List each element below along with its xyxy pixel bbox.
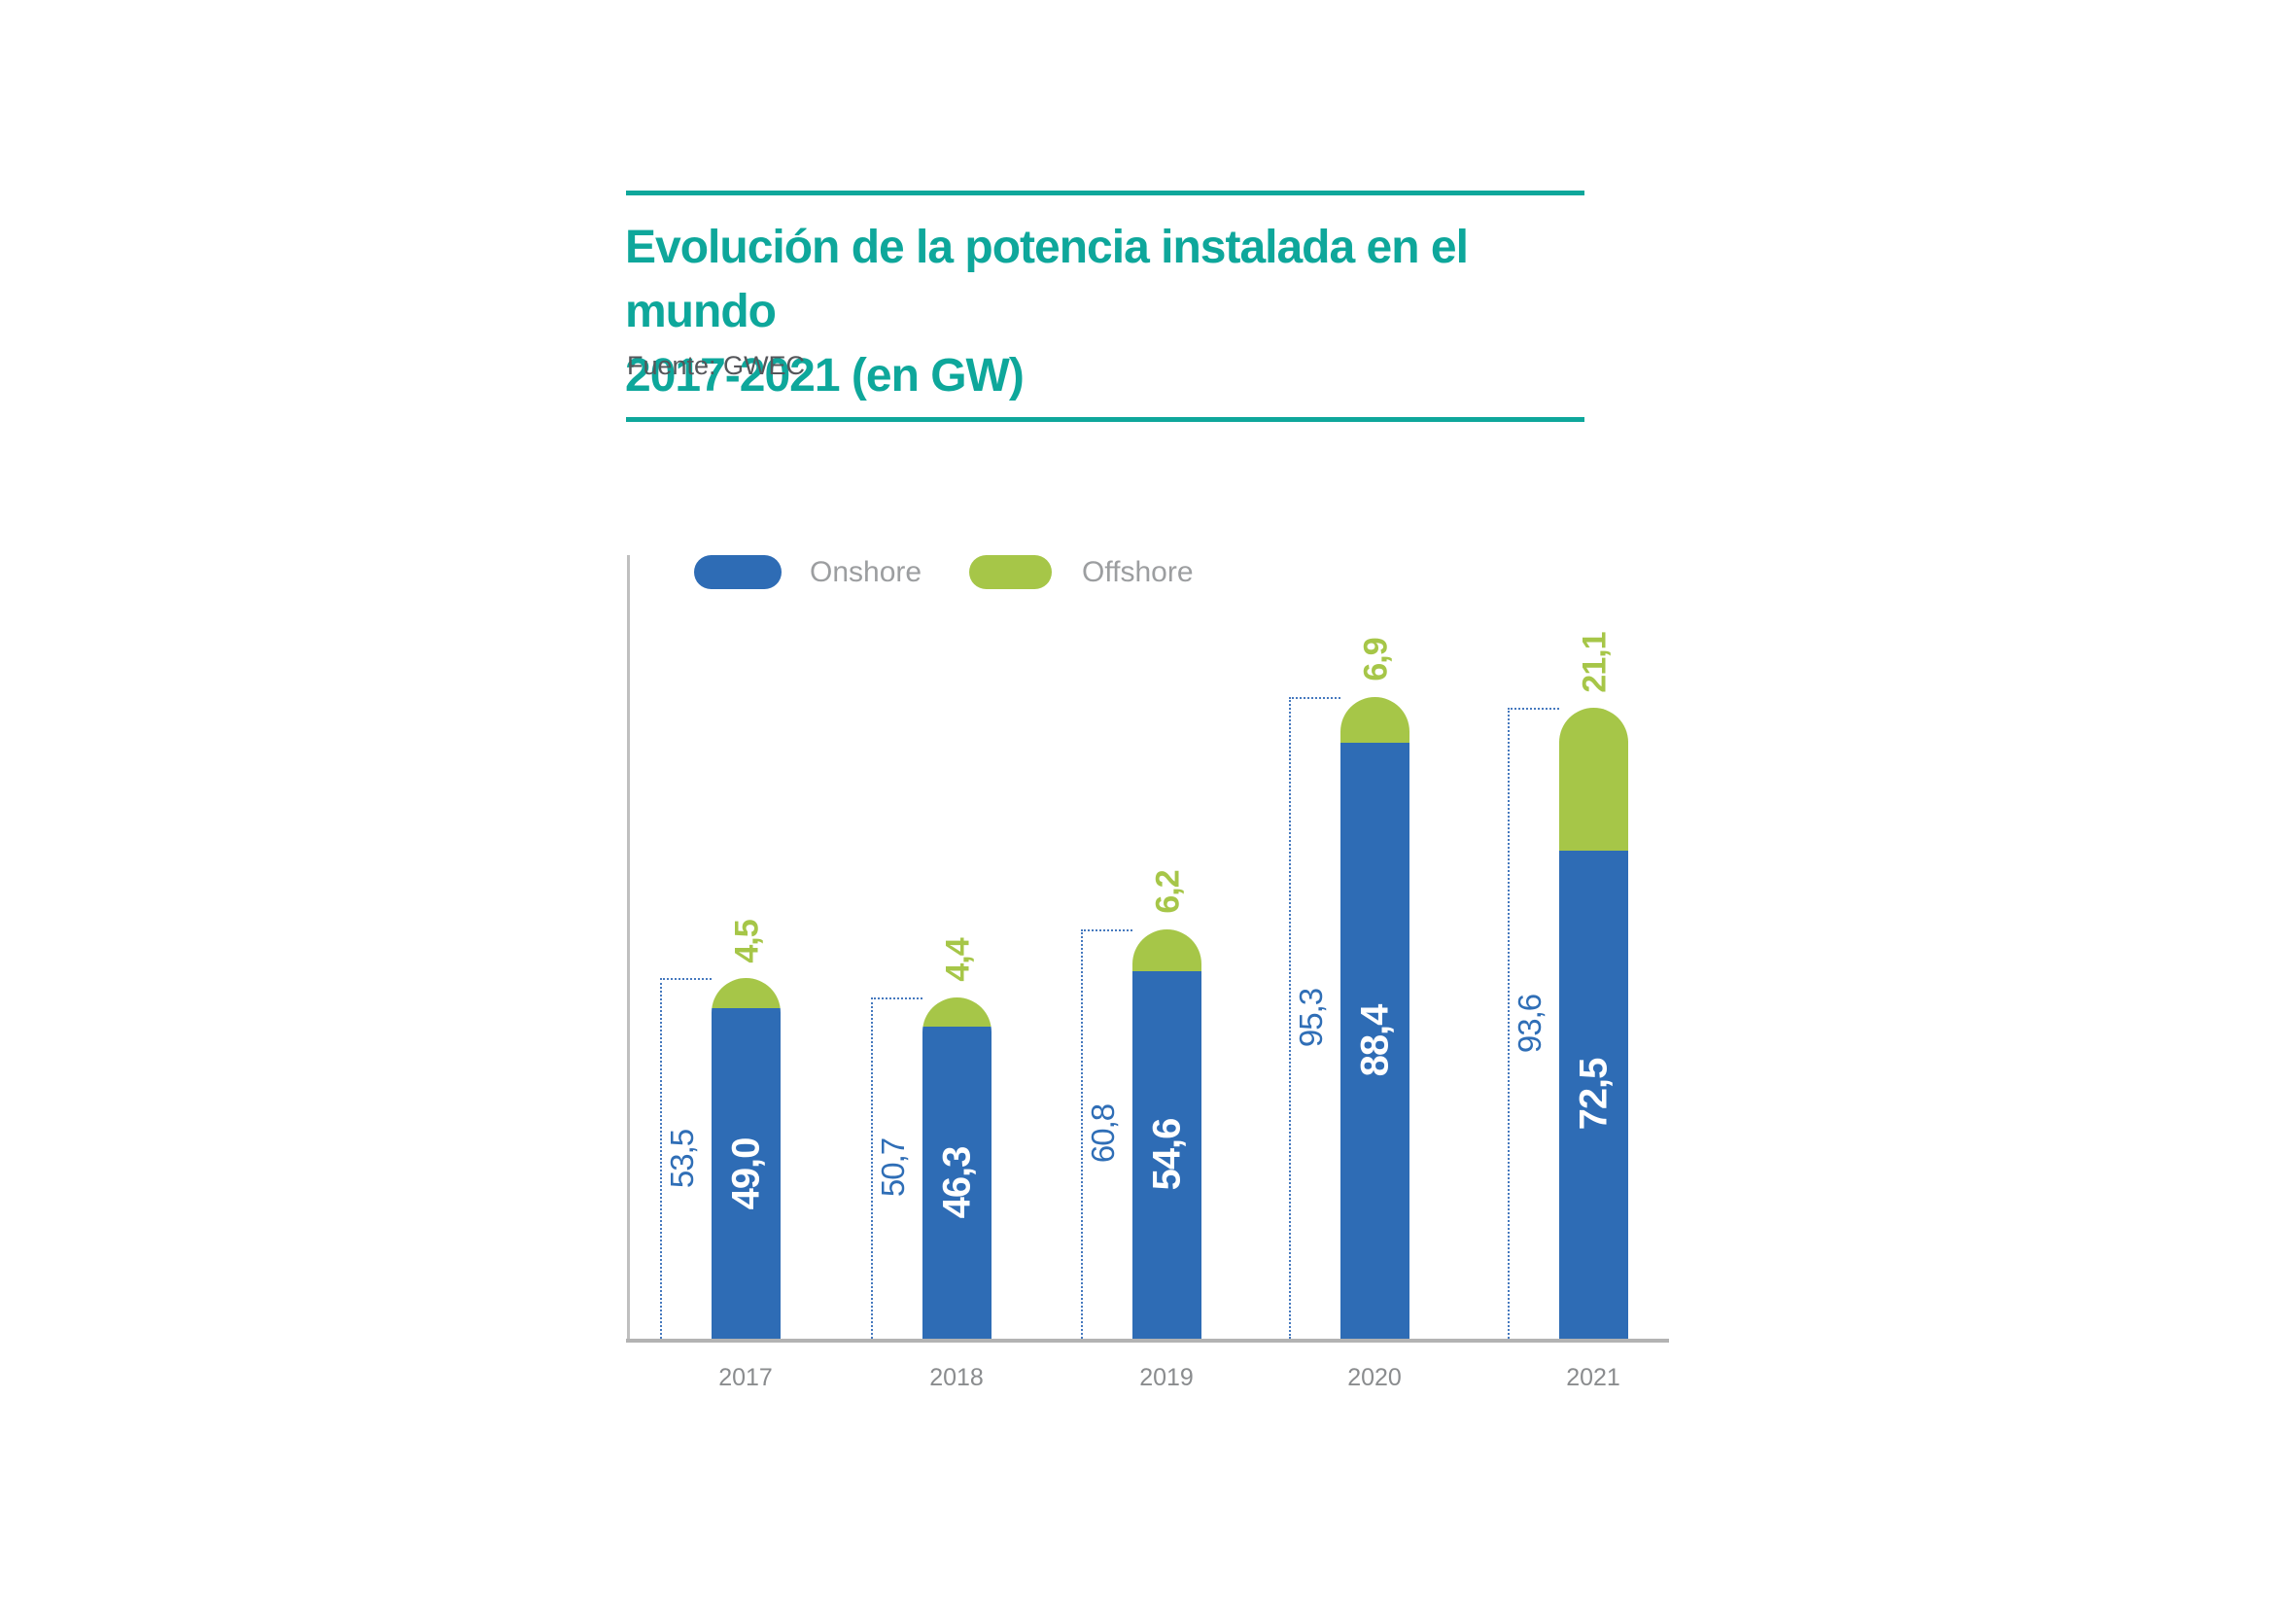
total-value-label: 60,8 bbox=[1084, 1104, 1121, 1164]
bar-offshore-segment bbox=[922, 996, 991, 1028]
total-bracket bbox=[1507, 708, 1559, 1339]
legend-swatch-onshore bbox=[694, 555, 782, 589]
bar-onshore-segment bbox=[1339, 743, 1409, 1339]
legend-swatch-offshore bbox=[969, 555, 1052, 589]
bar-offshore-segment bbox=[711, 978, 781, 1009]
onshore-value-label: 72,5 bbox=[1572, 1058, 1616, 1131]
year-label: 2021 bbox=[1566, 1364, 1620, 1391]
chart-title-line2: 2017-2021 (en GW) bbox=[625, 350, 1025, 402]
year-label: 2019 bbox=[1139, 1364, 1194, 1391]
year-label: 2020 bbox=[1347, 1364, 1402, 1391]
x-axis-line bbox=[626, 1339, 1669, 1343]
bar-offshore-segment bbox=[1131, 928, 1201, 971]
bar-2019 bbox=[1131, 928, 1201, 1339]
legend-label-offshore: Offshore bbox=[1082, 556, 1194, 588]
title-top-rule bbox=[626, 191, 1584, 195]
chart-title: Evolución de la potencia instalada en el… bbox=[625, 216, 1597, 408]
total-value-label: 95,3 bbox=[1292, 988, 1329, 1047]
bar-onshore-segment bbox=[711, 1008, 781, 1339]
bar-offshore-segment bbox=[1339, 696, 1409, 744]
offshore-value-label: 6,9 bbox=[1357, 638, 1395, 682]
onshore-value-label: 49,0 bbox=[724, 1137, 768, 1210]
bar-2018 bbox=[922, 996, 991, 1339]
total-bracket bbox=[870, 996, 922, 1339]
year-label: 2018 bbox=[929, 1364, 984, 1391]
total-value-label: 50,7 bbox=[874, 1138, 911, 1198]
total-bracket bbox=[1288, 696, 1340, 1339]
bar-2017 bbox=[711, 978, 781, 1339]
title-bottom-rule bbox=[626, 417, 1584, 422]
onshore-value-label: 54,6 bbox=[1145, 1118, 1189, 1191]
total-value-label: 53,5 bbox=[663, 1129, 700, 1188]
y-axis-line bbox=[627, 555, 630, 1339]
offshore-value-label: 6,2 bbox=[1149, 870, 1187, 914]
bar-onshore-segment bbox=[922, 1027, 991, 1339]
offshore-value-label: 4,5 bbox=[728, 920, 766, 963]
onshore-value-label: 88,4 bbox=[1353, 1004, 1397, 1077]
bar-onshore-segment bbox=[1558, 850, 1628, 1339]
onshore-value-label: 46,3 bbox=[935, 1146, 979, 1219]
offshore-value-label: 4,4 bbox=[939, 938, 977, 982]
source-label: Fuente: GWEC bbox=[627, 351, 806, 380]
bar-onshore-segment bbox=[1131, 970, 1201, 1339]
chart-title-line1: Evolución de la potencia instalada en el… bbox=[625, 222, 1469, 337]
bar-2021 bbox=[1558, 708, 1628, 1339]
total-value-label: 93,6 bbox=[1511, 994, 1548, 1053]
total-bracket bbox=[1080, 928, 1132, 1339]
bar-offshore-segment bbox=[1558, 708, 1628, 851]
bar-2020 bbox=[1339, 696, 1409, 1339]
legend-label-onshore: Onshore bbox=[810, 556, 922, 588]
year-label: 2017 bbox=[718, 1364, 773, 1391]
total-bracket bbox=[659, 978, 712, 1339]
offshore-value-label: 21,1 bbox=[1576, 632, 1614, 693]
